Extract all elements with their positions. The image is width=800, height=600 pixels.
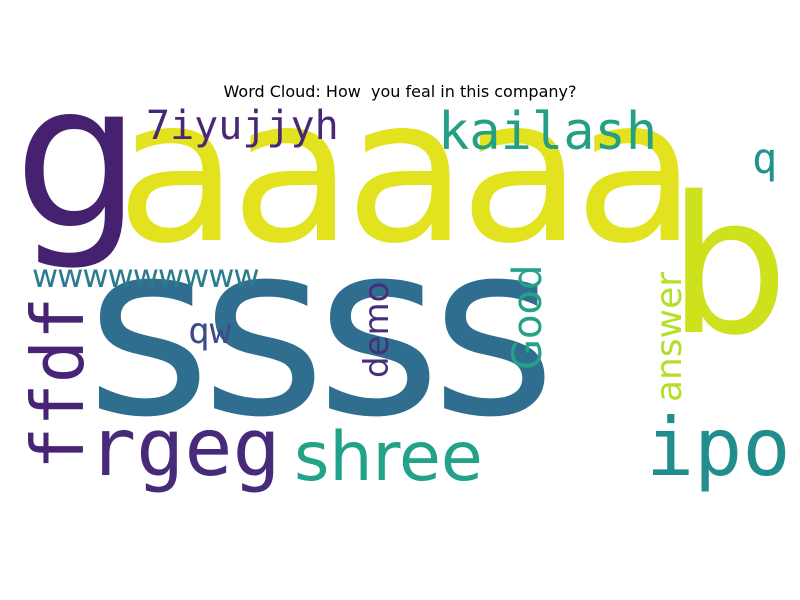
word-shree: shree [294, 418, 483, 497]
word-ssss: ssss [86, 190, 556, 470]
word-ipo: ipo [646, 401, 791, 494]
page-title: Word Cloud: How you feal in this company… [223, 82, 577, 101]
word-aaaaa: aaaaa [116, 55, 697, 288]
word-ffdf: ffdf [16, 296, 100, 470]
word-b: b [668, 156, 789, 377]
word-answer: answer [649, 271, 690, 402]
word-good: Good [505, 264, 551, 370]
word-q: q [752, 134, 778, 183]
word-demo: demo [357, 281, 397, 378]
word-kailash: kailash [438, 102, 658, 162]
word-rgeg: rgeg [88, 401, 281, 494]
word-qw: qw [188, 311, 232, 352]
word-g: g [14, 41, 141, 274]
word-wwwwwwwww: wwwwwwwww [32, 257, 260, 295]
word-7iyujjyh: 7iyujjyh [146, 103, 339, 149]
